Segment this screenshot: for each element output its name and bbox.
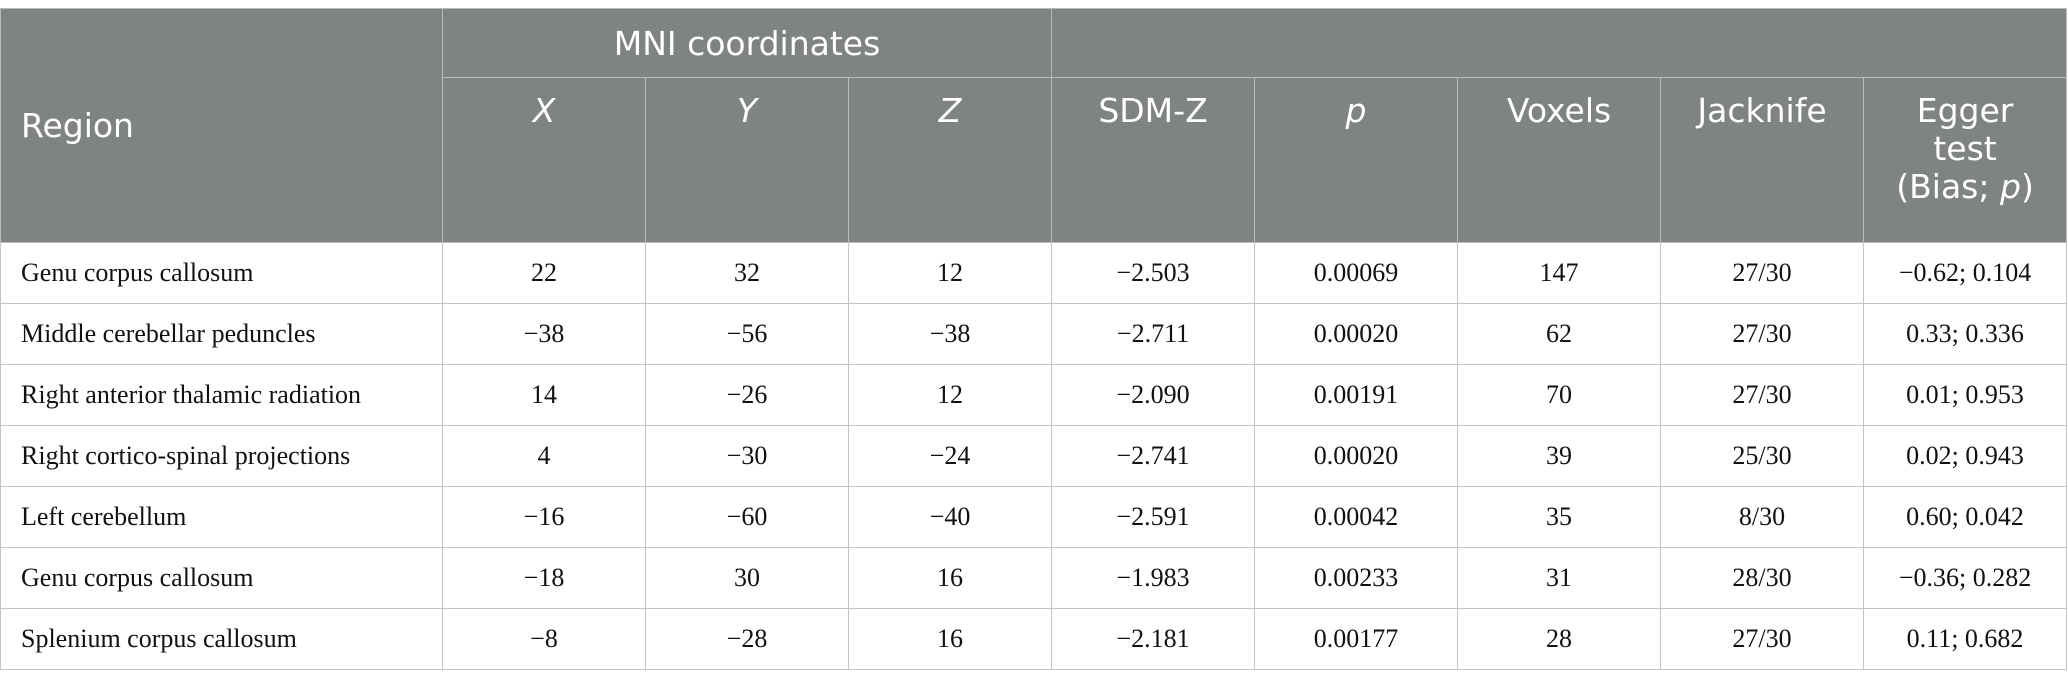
table-row: Right anterior thalamic radiation 14 −26…: [0, 364, 2068, 426]
cell-y: 30: [645, 547, 849, 609]
header-egger-line2: test: [1933, 129, 1997, 168]
cell-x: 14: [442, 364, 646, 426]
cell-egger: 0.01; 0.953: [1863, 364, 2068, 426]
cell-sdm-z: −2.591: [1051, 486, 1256, 548]
cell-z: 16: [847, 547, 1053, 609]
cell-sdm-z: −2.711: [1051, 303, 1256, 365]
cell-egger: −0.62; 0.104: [1863, 242, 2068, 304]
cell-voxels: 31: [1457, 547, 1662, 609]
header-voxels: Voxels: [1457, 77, 1662, 243]
header-sdm-z: SDM-Z: [1051, 77, 1256, 243]
cell-egger: −0.36; 0.282: [1863, 547, 2068, 609]
results-table: Region MNI coordinates X Y Z SDM-Z p Vox…: [0, 8, 2068, 670]
cell-y: 32: [645, 242, 849, 304]
header-y: Y: [645, 77, 849, 243]
cell-jacknife: 8/30: [1660, 486, 1865, 548]
header-region: Region: [0, 8, 443, 243]
cell-region: Genu corpus callosum: [0, 242, 443, 304]
cell-jacknife: 27/30: [1660, 608, 1865, 670]
header-z: Z: [847, 77, 1053, 243]
table-row: Left cerebellum −16 −60 −40 −2.591 0.000…: [0, 486, 2068, 548]
cell-voxels: 35: [1457, 486, 1662, 548]
cell-p: 0.00020: [1254, 303, 1459, 365]
cell-z: 12: [847, 242, 1053, 304]
cell-x: −38: [442, 303, 646, 365]
cell-region: Genu corpus callosum: [0, 547, 443, 609]
cell-voxels: 62: [1457, 303, 1662, 365]
cell-z: −38: [847, 303, 1053, 365]
cell-p: 0.00069: [1254, 242, 1459, 304]
cell-jacknife: 27/30: [1660, 364, 1865, 426]
cell-egger: 0.11; 0.682: [1863, 608, 2068, 670]
cell-region: Splenium corpus callosum: [0, 608, 443, 670]
cell-z: −24: [847, 425, 1053, 487]
header-p: p: [1254, 77, 1459, 243]
cell-region: Middle cerebellar peduncles: [0, 303, 443, 365]
cell-region: Right anterior thalamic radiation: [0, 364, 443, 426]
cell-x: −8: [442, 608, 646, 670]
cell-egger: 0.33; 0.336: [1863, 303, 2068, 365]
cell-sdm-z: −2.741: [1051, 425, 1256, 487]
cell-region: Left cerebellum: [0, 486, 443, 548]
cell-z: −40: [847, 486, 1053, 548]
cell-y: −30: [645, 425, 849, 487]
table-row: Middle cerebellar peduncles −38 −56 −38 …: [0, 303, 2068, 365]
cell-p: 0.00191: [1254, 364, 1459, 426]
cell-voxels: 39: [1457, 425, 1662, 487]
cell-jacknife: 27/30: [1660, 242, 1865, 304]
cell-y: −56: [645, 303, 849, 365]
cell-jacknife: 28/30: [1660, 547, 1865, 609]
table-row: Right cortico-spinal projections 4 −30 −…: [0, 425, 2068, 487]
cell-sdm-z: −2.181: [1051, 608, 1256, 670]
results-table-container: Region MNI coordinates X Y Z SDM-Z p Vox…: [0, 8, 2068, 670]
cell-jacknife: 27/30: [1660, 303, 1865, 365]
cell-sdm-z: −2.503: [1051, 242, 1256, 304]
cell-sdm-z: −1.983: [1051, 547, 1256, 609]
cell-region: Right cortico-spinal projections: [0, 425, 443, 487]
cell-p: 0.00020: [1254, 425, 1459, 487]
cell-x: −18: [442, 547, 646, 609]
header-blank-group: [1051, 8, 2068, 78]
header-mni-coordinates: MNI coordinates: [441, 8, 1053, 78]
cell-egger: 0.60; 0.042: [1863, 486, 2068, 548]
table-row: Splenium corpus callosum −8 −28 16 −2.18…: [0, 608, 2068, 670]
header-egger-line1: Egger: [1916, 91, 2014, 130]
cell-p: 0.00042: [1254, 486, 1459, 548]
header-row-group: Region MNI coordinates: [0, 8, 2068, 243]
cell-y: −28: [645, 608, 849, 670]
cell-p: 0.00233: [1254, 547, 1459, 609]
cell-y: −26: [645, 364, 849, 426]
cell-x: 4: [442, 425, 646, 487]
cell-p: 0.00177: [1254, 608, 1459, 670]
cell-sdm-z: −2.090: [1051, 364, 1256, 426]
table-row: Genu corpus callosum 22 32 12 −2.503 0.0…: [0, 242, 2068, 304]
cell-x: −16: [442, 486, 646, 548]
header-egger-line3-suffix: ): [2020, 167, 2034, 206]
cell-z: 16: [847, 608, 1053, 670]
cell-egger: 0.02; 0.943: [1863, 425, 2068, 487]
cell-voxels: 28: [1457, 608, 1662, 670]
header-egger-line3-p: p: [1999, 167, 2021, 206]
cell-y: −60: [645, 486, 849, 548]
cell-voxels: 70: [1457, 364, 1662, 426]
header-row-columns: X Y Z SDM-Z p Voxels Jacknife Egger test…: [1, 77, 2068, 243]
header-egger-test: Egger test (Bias; p): [1863, 77, 2068, 243]
cell-z: 12: [847, 364, 1053, 426]
header-jacknife: Jacknife: [1660, 77, 1865, 243]
header-x: X: [442, 77, 646, 243]
cell-voxels: 147: [1457, 242, 1662, 304]
header-egger-line3-prefix: (Bias;: [1896, 167, 2000, 206]
table-row: Genu corpus callosum −18 30 16 −1.983 0.…: [0, 547, 2068, 609]
cell-x: 22: [442, 242, 646, 304]
cell-jacknife: 25/30: [1660, 425, 1865, 487]
